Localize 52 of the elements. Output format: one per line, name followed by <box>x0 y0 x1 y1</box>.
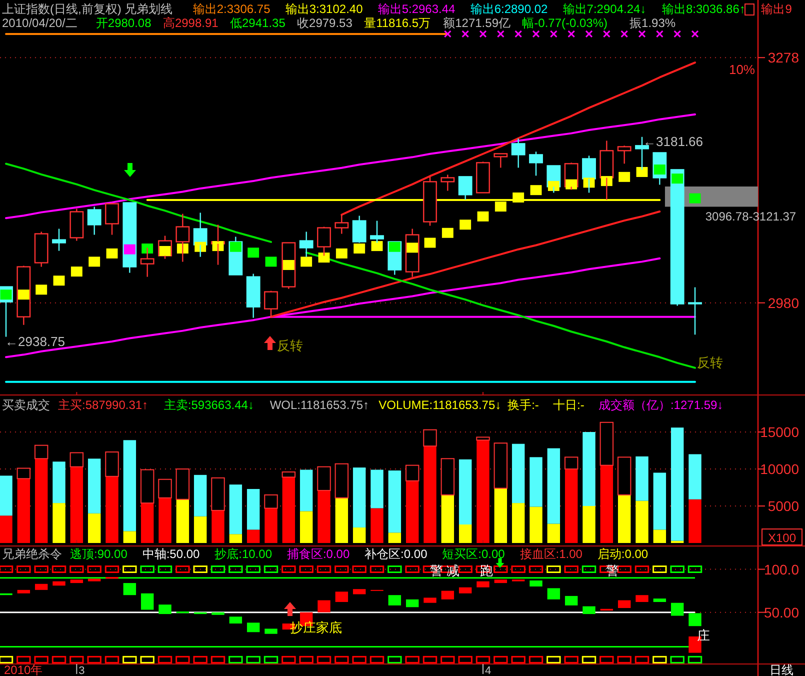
x-tick-label: 3 <box>78 665 85 676</box>
x-tick-label: 4 <box>484 665 492 676</box>
x-axis-title: 2010年 <box>4 663 43 676</box>
chart-title: 兄弟绝杀令 <box>2 547 62 561</box>
annotation: ←3181.66 <box>643 134 703 149</box>
annotation: 振1.93% <box>630 16 676 30</box>
y-tick-label: 10000 <box>760 461 800 477</box>
y-tick-label: 3278 <box>768 50 800 66</box>
annotation: 成交额（亿）:1271.59↓ <box>598 398 724 412</box>
annotation: 输出5:2963.44 <box>378 2 456 16</box>
annotation: 十日:- <box>553 398 584 412</box>
y-tick-label: 5000 <box>768 498 800 514</box>
annotation: 收2979.53 <box>297 16 353 30</box>
chart-title: 上证指数(日线,前复权) 兄弟划线 <box>2 2 173 16</box>
y-tick-label: 15000 <box>760 424 800 440</box>
y-tick-label: 50.00 <box>764 604 800 620</box>
annotation: 量11816.5万 <box>364 16 431 30</box>
annotation: 输出6:2890.02 <box>470 2 548 16</box>
y-tick-label: 100.0 <box>764 561 800 578</box>
annotation: 反转 <box>277 338 303 353</box>
text: 庄 <box>697 628 710 643</box>
annotation: 开2980.08 <box>96 16 152 30</box>
annotation: 抄底:10.00 <box>214 547 272 561</box>
annotation: 捕食区:0.00 <box>286 547 350 561</box>
annotation: 2010/04/20/二 <box>2 16 78 30</box>
annotation: WOL:1181653.75↑ <box>270 398 370 412</box>
text: 10% <box>728 62 756 77</box>
annotation: 低2941.35 <box>230 16 286 30</box>
annotation: 输出2:3306.75 <box>192 2 271 16</box>
annotation: 逃顶:90.00 <box>70 547 128 561</box>
annotation: ←2938.75 <box>5 334 65 349</box>
annotation: 中轴:50.00 <box>142 547 200 561</box>
annotation: 额1271.59亿 <box>443 16 511 30</box>
annotation: 幅-0.77(-0.03%) <box>522 16 608 30</box>
annotation: 接血区:1.00 <box>520 547 583 561</box>
annotation: 主卖:593663.44↓ <box>164 398 254 412</box>
annotation: 反转 <box>697 355 723 370</box>
annotation: 启动:0.00 <box>597 547 648 561</box>
y2-axis-title: 日线 <box>770 663 794 676</box>
annotation: 高2998.91 <box>162 16 219 30</box>
chart-title: 买卖成交 <box>2 398 50 412</box>
annotation: 短买区:0.00 <box>442 547 506 561</box>
y-axis-title: X100 <box>768 531 796 545</box>
annotation: 输出3:3102.40 <box>285 2 364 16</box>
y-tick-label: 2980 <box>768 294 800 311</box>
annotation: 补仓区:0.00 <box>364 547 428 561</box>
annotation: 输出8:3036.86↑ <box>662 2 746 16</box>
text: 输出9 <box>761 2 792 16</box>
annotation: 主买:587990.31↑ <box>58 398 148 412</box>
annotation: VOLUME:1181653.75↓ <box>378 398 502 412</box>
annotation: 输出7:2904.24↓ <box>562 2 646 16</box>
annotation: 换手:- <box>508 398 539 412</box>
